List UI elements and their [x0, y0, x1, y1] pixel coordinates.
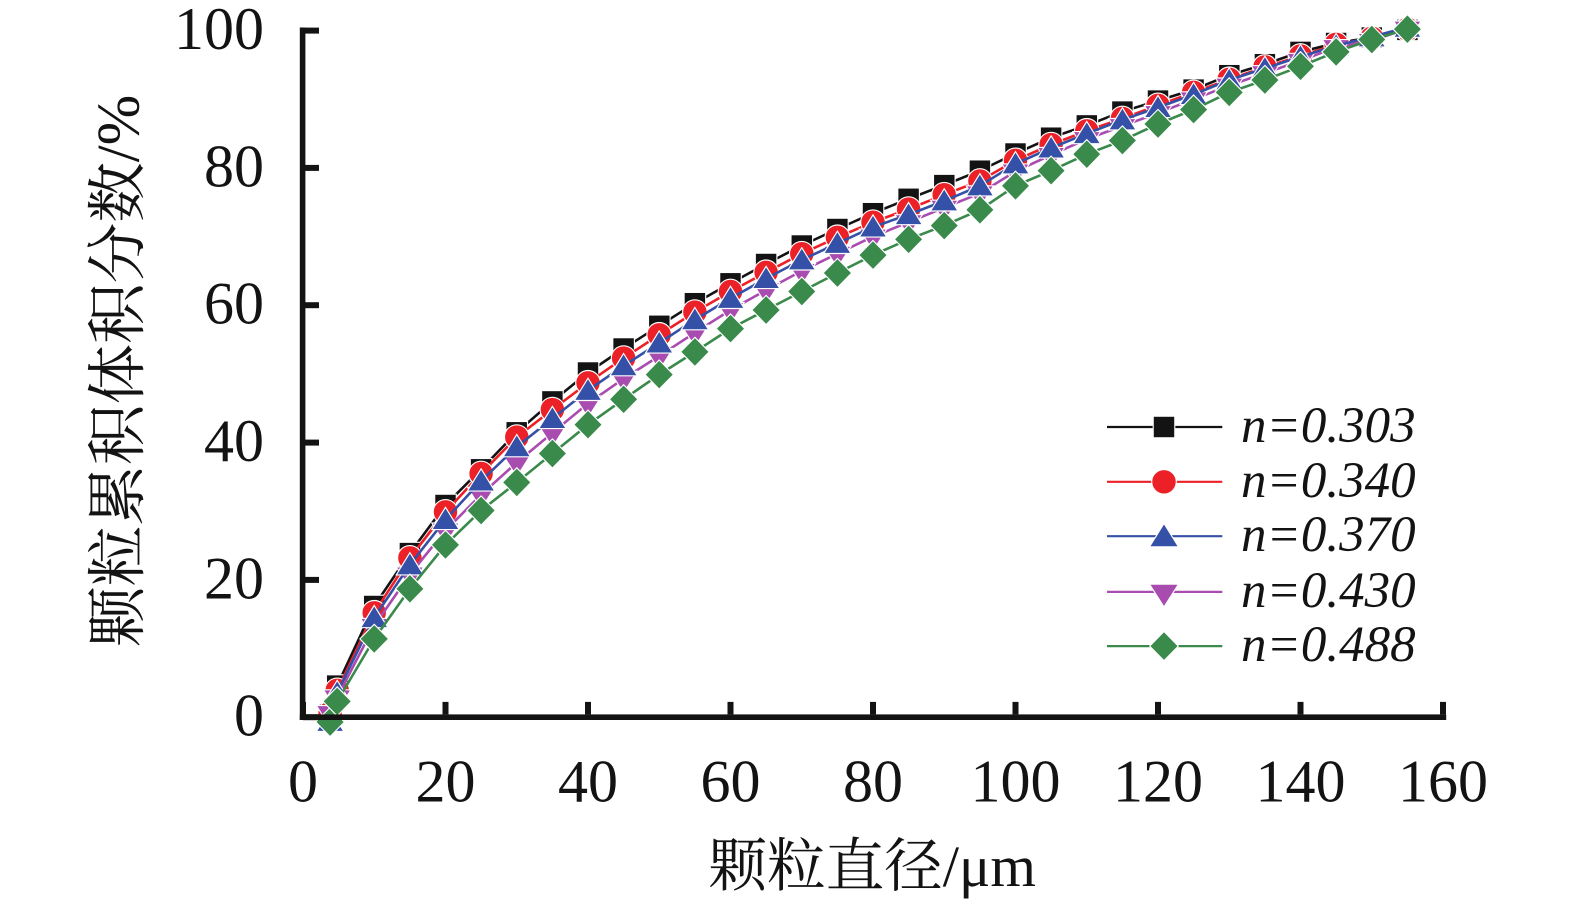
svg-text:80: 80 [843, 749, 903, 815]
svg-text:n=0.303: n=0.303 [1241, 398, 1416, 454]
svg-text:100: 100 [971, 749, 1061, 815]
svg-text:160: 160 [1398, 749, 1488, 815]
svg-text:60: 60 [701, 749, 761, 815]
svg-text:0: 0 [288, 749, 318, 815]
svg-text:0: 0 [234, 683, 264, 749]
svg-text:20: 20 [416, 749, 476, 815]
svg-text:40: 40 [204, 408, 264, 474]
svg-text:40: 40 [558, 749, 618, 815]
svg-text:20: 20 [204, 545, 264, 611]
svg-text:80: 80 [204, 133, 264, 199]
svg-text:120: 120 [1113, 749, 1203, 815]
svg-text:60: 60 [204, 271, 264, 337]
svg-text:140: 140 [1256, 749, 1346, 815]
svg-text:n=0.488: n=0.488 [1241, 617, 1416, 673]
svg-text:100: 100 [174, 0, 264, 62]
svg-text:n=0.340: n=0.340 [1241, 453, 1416, 509]
svg-text:n=0.430: n=0.430 [1241, 563, 1416, 619]
svg-text:n=0.370: n=0.370 [1241, 507, 1416, 563]
